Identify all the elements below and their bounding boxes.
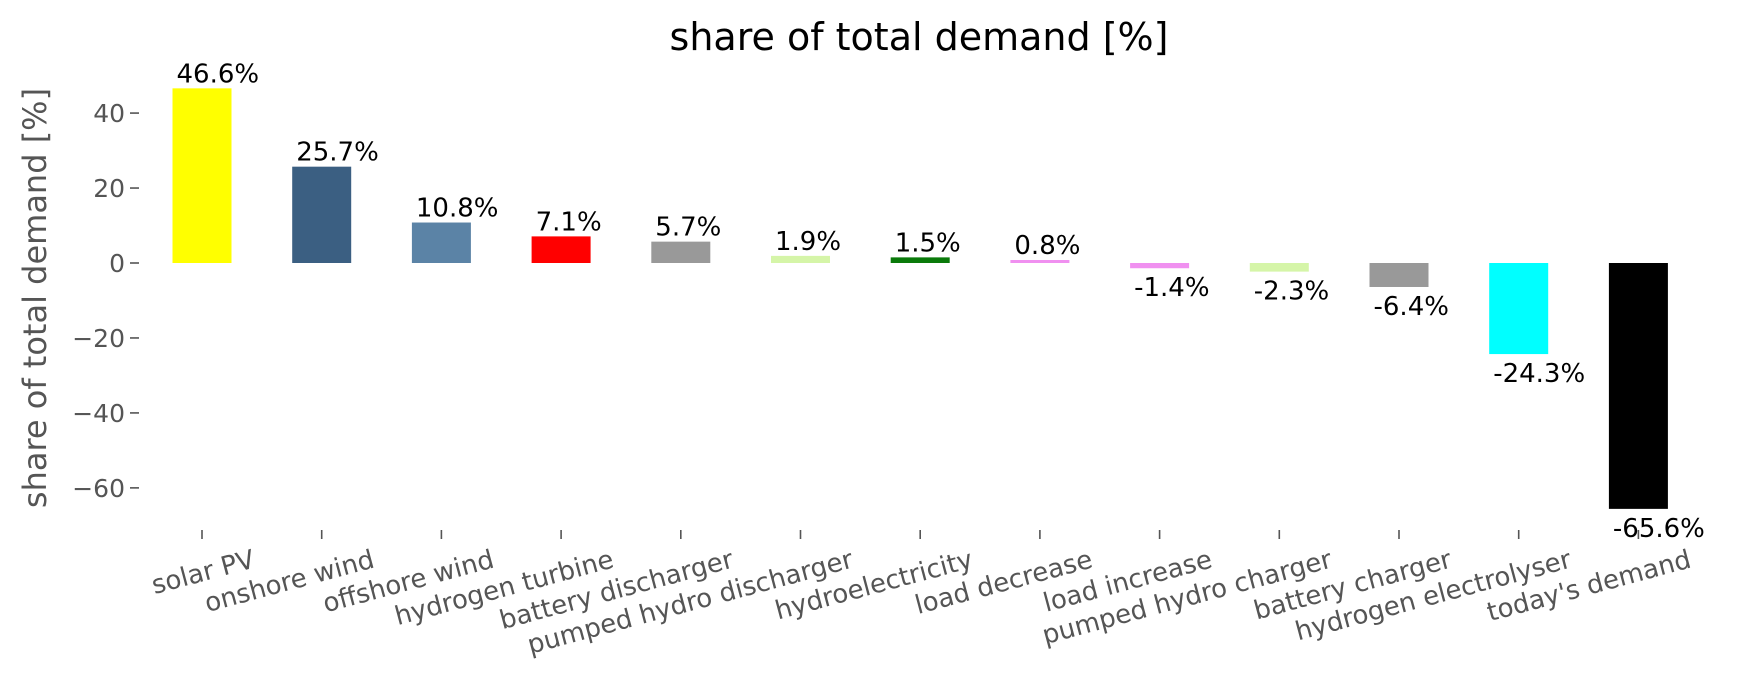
bar-pumped-hydro-discharger [771, 255, 830, 263]
data-label: 46.6% [177, 59, 260, 89]
data-label: 5.7% [655, 213, 721, 243]
bar-battery-discharger [651, 241, 711, 263]
bar-pumped-hydro-charger [1249, 263, 1309, 272]
data-label: -65.6% [1613, 514, 1705, 544]
y-axis-label: share of total demand [%] [16, 88, 54, 508]
bar-hydrogen-turbine [531, 236, 591, 263]
y-tick-label: −20 [72, 324, 125, 353]
data-labels: 46.6% 25.7% 10.8% 7.1% 5.7% 1.9% 1.5% 0.8% -1.4%… [177, 59, 1705, 544]
y-tick-label: −60 [72, 474, 125, 503]
bar-offshore-wind [411, 222, 471, 263]
y-tick-label: 40 [93, 99, 125, 128]
data-label: -24.3% [1493, 359, 1585, 389]
bars [172, 88, 1668, 509]
bar-solar-pv [172, 88, 232, 263]
bar-onshore-wind [292, 166, 352, 263]
data-label: 1.5% [895, 228, 961, 258]
y-tick-label: −40 [72, 399, 125, 428]
y-tick-label: 0 [109, 249, 125, 278]
bar-hydrogen-electrolyser [1489, 263, 1549, 355]
data-label: -2.3% [1254, 277, 1329, 307]
y-axis: 40 20 0 −20 −40 −60 [72, 99, 139, 503]
data-label: 7.1% [536, 207, 602, 237]
bar-load-increase [1130, 263, 1190, 269]
y-tick-label: 20 [93, 174, 125, 203]
data-label: 10.8% [416, 194, 499, 224]
chart-title: share of total demand [%] [670, 15, 1169, 59]
data-label: -1.4% [1134, 273, 1209, 303]
bar-battery-charger [1369, 263, 1429, 287]
bar-load-decrease [1010, 260, 1070, 263]
bar-today-s-demand [1608, 263, 1668, 509]
data-label: 25.7% [296, 138, 379, 168]
data-label: -6.4% [1374, 292, 1449, 322]
data-label: 0.8% [1014, 231, 1080, 261]
bar-hydroelectricity [890, 257, 950, 263]
data-label: 1.9% [775, 227, 841, 257]
